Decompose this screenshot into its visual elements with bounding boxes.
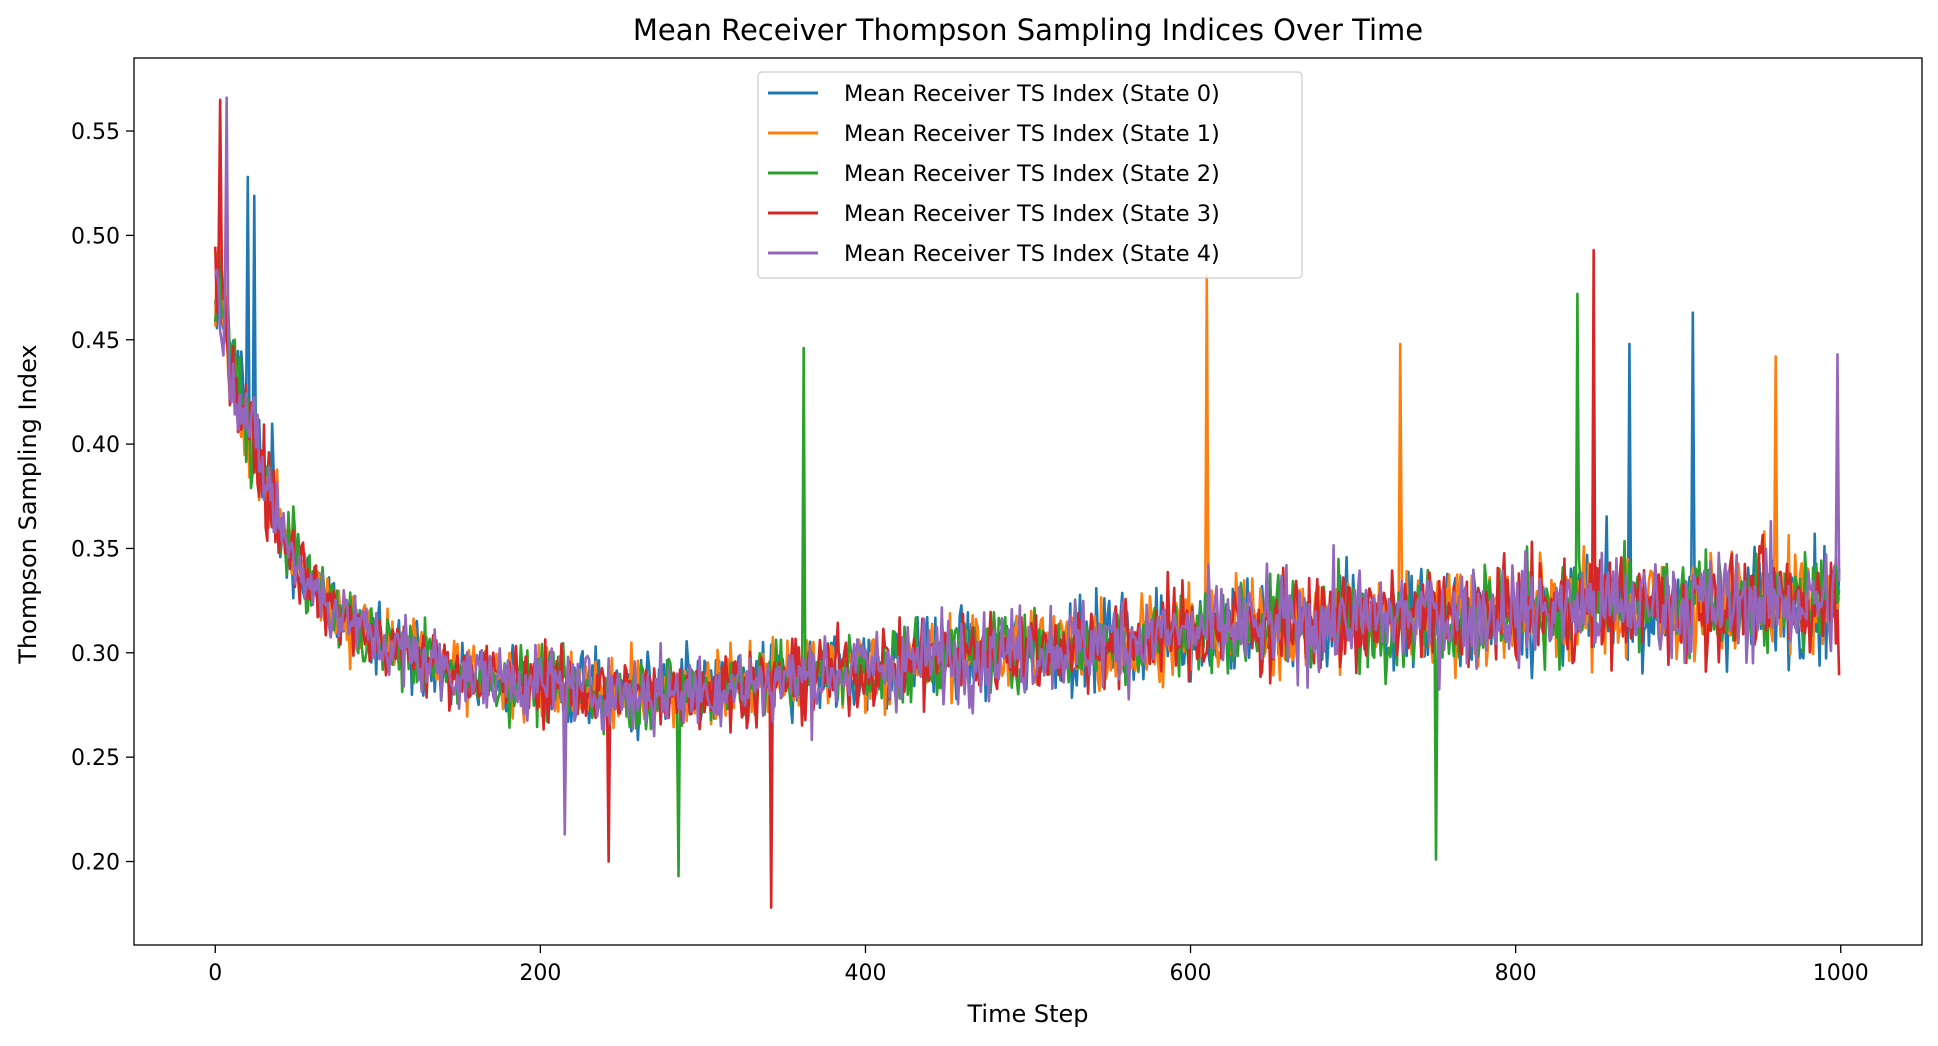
y-axis-title: Thompson Sampling Index xyxy=(14,344,42,664)
x-tick-label: 800 xyxy=(1495,961,1537,986)
y-tick-label: 0.45 xyxy=(71,329,120,354)
x-tick-label: 600 xyxy=(1170,961,1212,986)
plot-area-frame xyxy=(133,57,1923,946)
y-tick-label: 0.55 xyxy=(71,120,120,145)
y-tick-label: 0.25 xyxy=(71,746,120,771)
legend-label: Mean Receiver TS Index (State 2) xyxy=(844,161,1220,187)
y-tick-label: 0.30 xyxy=(71,642,120,667)
x-tick-label: 200 xyxy=(519,961,561,986)
x-axis-title: Time Step xyxy=(966,1000,1088,1028)
y-tick-label: 0.40 xyxy=(71,433,120,458)
legend-box xyxy=(757,71,1303,279)
y-tick-label: 0.20 xyxy=(71,851,120,876)
x-tick-label: 400 xyxy=(844,961,886,986)
y-tick-label: 0.35 xyxy=(71,537,120,562)
legend: Mean Receiver TS Index (State 0) Mean Rec… xyxy=(757,71,1303,279)
x-tick-label: 1000 xyxy=(1813,961,1869,986)
legend-label: Mean Receiver TS Index (State 0) xyxy=(844,81,1220,107)
legend-label: Mean Receiver TS Index (State 3) xyxy=(844,201,1220,227)
y-tick-label: 0.50 xyxy=(71,224,120,249)
x-axis: 0 200 400 600 800 1000 xyxy=(208,945,1869,986)
legend-label: Mean Receiver TS Index (State 1) xyxy=(844,121,1220,147)
legend-label: Mean Receiver TS Index (State 4) xyxy=(844,241,1220,267)
y-axis: 0.20 0.25 0.30 0.35 0.40 0.45 0.50 0.55 xyxy=(71,120,134,876)
series-layer xyxy=(213,96,1841,909)
series-line-4 xyxy=(214,96,1841,836)
x-tick-label: 0 xyxy=(208,961,222,986)
chart-title: Mean Receiver Thompson Sampling Indices … xyxy=(633,13,1423,47)
